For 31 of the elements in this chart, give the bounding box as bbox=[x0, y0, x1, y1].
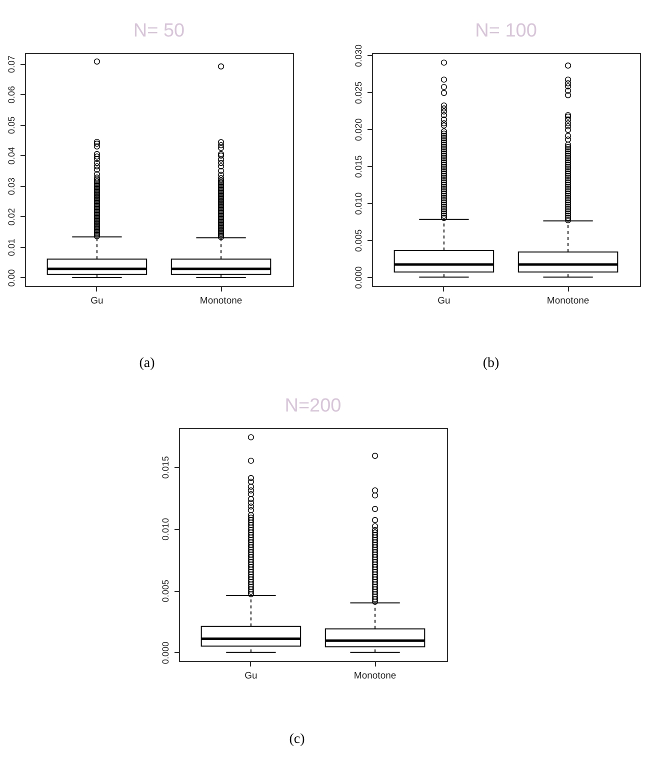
text: (a) bbox=[139, 356, 155, 372]
text: (c) bbox=[289, 732, 305, 748]
y-tick-label: 0.000 bbox=[354, 266, 364, 289]
x-tick-label: Monotone bbox=[200, 296, 242, 306]
y-tick-label: 0.06 bbox=[6, 86, 16, 104]
y-tick-label: 0.000 bbox=[160, 642, 170, 664]
x-tick-label: Monotone bbox=[546, 296, 590, 306]
text: (b) bbox=[482, 356, 500, 372]
y-tick-label: 0.005 bbox=[354, 229, 364, 252]
y-tick-label: 0.010 bbox=[354, 192, 364, 215]
y-tick-label: 0.00 bbox=[6, 269, 16, 287]
x-tick-label: Gu bbox=[90, 296, 104, 306]
y-tick-label: 0.015 bbox=[354, 155, 364, 178]
x-tick-label: Gu bbox=[244, 670, 258, 682]
y-tick-label: 0.025 bbox=[354, 81, 364, 104]
y-tick-label: 0.01 bbox=[6, 238, 16, 256]
chart-title: N= 50 bbox=[133, 20, 185, 42]
y-tick-label: 0.020 bbox=[354, 118, 364, 141]
x-tick-label: Monotone bbox=[354, 670, 396, 682]
x-tick-label: Gu bbox=[438, 296, 450, 306]
y-tick-label: 0.02 bbox=[6, 208, 16, 226]
y-tick-label: 0.010 bbox=[160, 518, 170, 541]
y-tick-label: 0.005 bbox=[160, 580, 170, 602]
chart-title: N= 100 bbox=[475, 20, 537, 42]
y-tick-label: 0.05 bbox=[6, 116, 16, 134]
y-tick-label: 0.03 bbox=[6, 178, 16, 196]
y-tick-label: 0.015 bbox=[160, 456, 170, 479]
y-tick-label: 0.07 bbox=[6, 55, 16, 73]
y-tick-label: 0.030 bbox=[354, 44, 364, 67]
y-tick-label: 0.04 bbox=[6, 147, 16, 165]
chart-title: N=200 bbox=[284, 396, 342, 416]
